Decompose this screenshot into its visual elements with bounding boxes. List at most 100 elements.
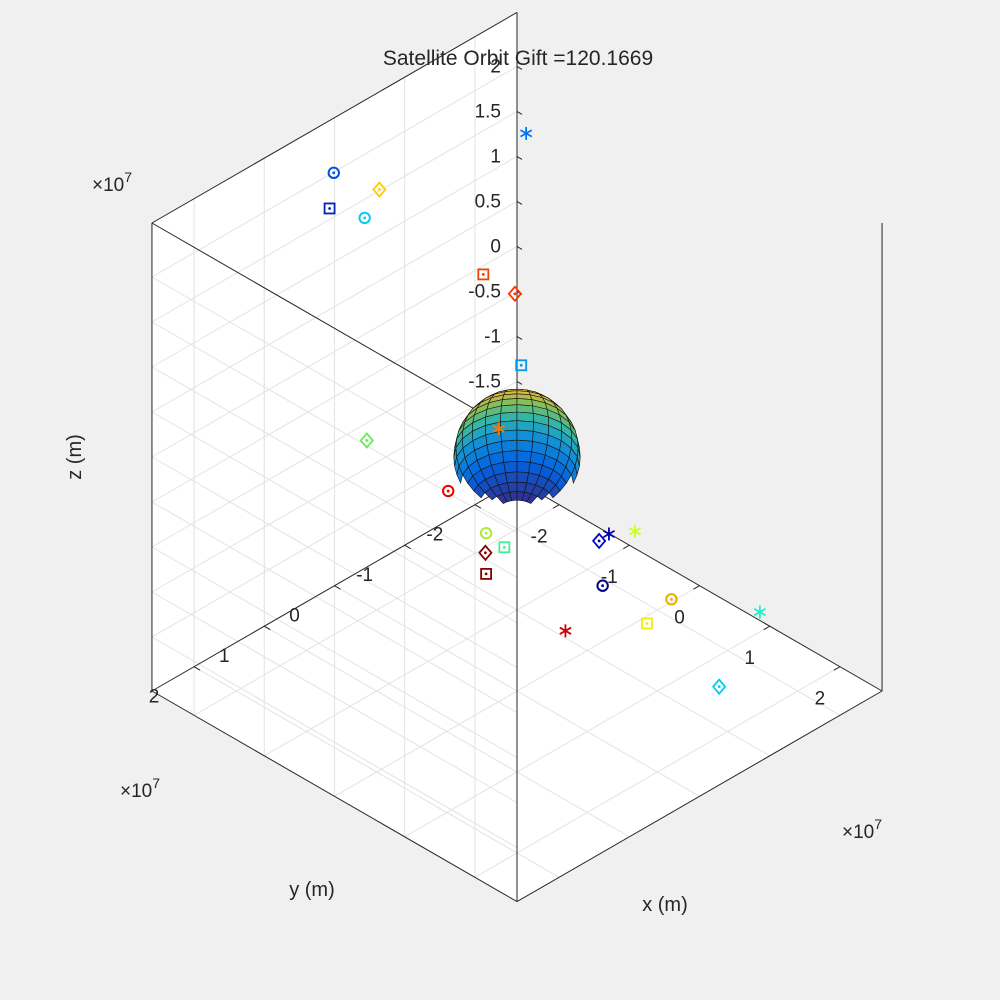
x-tick-label: -2 — [531, 527, 548, 548]
y-exponent-label: ×107 — [120, 775, 160, 802]
edge-floor-right — [516, 690, 883, 903]
marker-diamond — [591, 532, 607, 550]
data-point-diamond — [478, 544, 493, 562]
data-point-circle — [327, 166, 340, 180]
y-tick — [334, 585, 341, 590]
grid-line-z-back-yz — [151, 245, 518, 458]
data-point-diamond — [591, 532, 607, 550]
data-point-square — [477, 268, 490, 281]
marker-center-dot — [378, 188, 381, 191]
marker-square — [477, 268, 490, 281]
z-tick — [516, 245, 523, 250]
data-point-square — [640, 617, 653, 630]
data-point-star — [753, 605, 766, 619]
data-point-circle — [665, 593, 678, 606]
y-tick — [264, 625, 271, 631]
earth-facet — [516, 460, 531, 473]
data-point-square — [515, 359, 528, 372]
marker-center-dot — [332, 171, 336, 175]
grid-line-y-floor — [404, 544, 770, 757]
z-tick-label: 2 — [490, 56, 501, 77]
earth-facet — [516, 411, 534, 423]
data-point-diamond — [372, 181, 387, 198]
marker-center-dot — [758, 610, 762, 614]
edge-floor-back — [151, 690, 518, 903]
marker-center-dot — [328, 207, 331, 210]
grid-line-z-back-xz — [151, 321, 518, 534]
earth-facet — [502, 450, 518, 463]
data-point-star — [492, 422, 505, 436]
earth-sphere — [453, 388, 581, 504]
grid-line-z-back-xz — [151, 546, 518, 759]
data-point-square — [323, 202, 336, 215]
y-tick — [474, 504, 482, 509]
data-point-square — [498, 541, 511, 554]
z-tick-label: -0.5 — [468, 281, 501, 302]
marker-center-dot — [717, 685, 721, 689]
marker-center-dot — [524, 132, 528, 135]
z-tick-label: -1.5 — [468, 371, 501, 392]
marker-center-dot — [633, 529, 637, 533]
y-tick — [404, 544, 411, 550]
marker-circle — [479, 526, 493, 540]
marker-circle — [665, 593, 678, 606]
x-tick-label: 2 — [815, 689, 826, 710]
y-tick-label: -1 — [356, 565, 373, 586]
z-tick-label: 1.5 — [475, 101, 501, 122]
marker-center-dot — [484, 531, 488, 535]
grid-line-z-back-yz — [151, 290, 518, 503]
earth-facet — [516, 471, 529, 483]
data-point-star — [559, 624, 572, 638]
data-point-circle — [596, 579, 609, 592]
marker-diamond — [372, 181, 387, 198]
z-exponent-power: 7 — [124, 169, 132, 185]
data-point-star — [520, 126, 533, 140]
earth-facet — [505, 471, 518, 483]
z-tick-label: 0 — [490, 236, 501, 257]
grid-line-z-back-xz — [151, 366, 518, 579]
grid-line-y-floor — [193, 666, 560, 878]
marker-center-dot — [446, 489, 450, 493]
axes-box-edges — [151, 11, 883, 903]
marker-diamond — [507, 285, 523, 303]
grid-line-z-back-yz — [151, 200, 518, 413]
marker-square — [498, 541, 511, 554]
marker-center-dot — [365, 439, 369, 442]
data-point-diamond — [507, 285, 523, 303]
earth-facet — [516, 420, 534, 432]
y-axis-label: y (m) — [289, 879, 335, 901]
marker-center-dot — [484, 551, 487, 555]
marker-center-dot — [645, 622, 649, 625]
x-tick-label: 0 — [674, 608, 685, 629]
marker-circle — [442, 484, 455, 498]
z-tick-label: -1 — [484, 326, 501, 347]
data-point-star — [628, 524, 642, 538]
earth-facet — [500, 411, 518, 423]
x-exponent-power: 7 — [874, 816, 882, 832]
data-point-circle — [479, 526, 493, 540]
z-tick — [516, 380, 523, 385]
grid-line-z-back-yz — [151, 380, 518, 593]
grid-line-z-back-yz — [151, 110, 518, 323]
x-exponent-base: ×10 — [842, 822, 874, 843]
z-exponent-label: ×107 — [92, 169, 132, 196]
z-tick — [516, 155, 523, 160]
grid-line-z-back-yz — [151, 155, 518, 368]
data-point-circle — [442, 484, 455, 498]
z-tick — [516, 110, 523, 115]
edge-top-right — [151, 222, 518, 435]
data-point-circle — [358, 211, 371, 225]
grid-line-y-floor — [264, 625, 630, 838]
z-tick-label: 1 — [490, 146, 501, 167]
x-exponent-label: ×107 — [842, 816, 882, 843]
z-axis-label: z (m) — [64, 434, 86, 480]
marker-center-dot — [481, 272, 485, 276]
marker-center-dot — [670, 597, 673, 601]
grid-line-z-back-xz — [151, 501, 518, 714]
earth-facet — [501, 398, 518, 407]
x-tick — [693, 585, 700, 590]
earth-facet — [503, 460, 518, 473]
marker-diamond — [711, 678, 727, 696]
marker-square — [640, 617, 653, 630]
